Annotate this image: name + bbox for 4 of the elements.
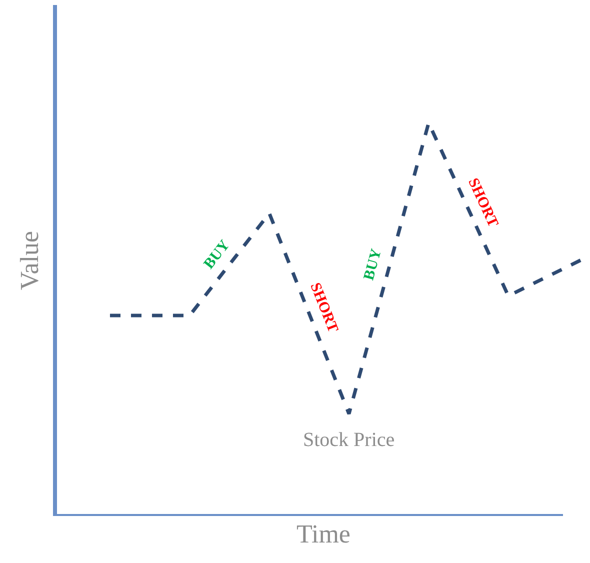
y-axis-title: Value <box>14 230 44 290</box>
series-label: Stock Price <box>303 429 395 451</box>
annotation: BUY <box>361 247 386 282</box>
x-axis-title: Time <box>296 520 350 549</box>
